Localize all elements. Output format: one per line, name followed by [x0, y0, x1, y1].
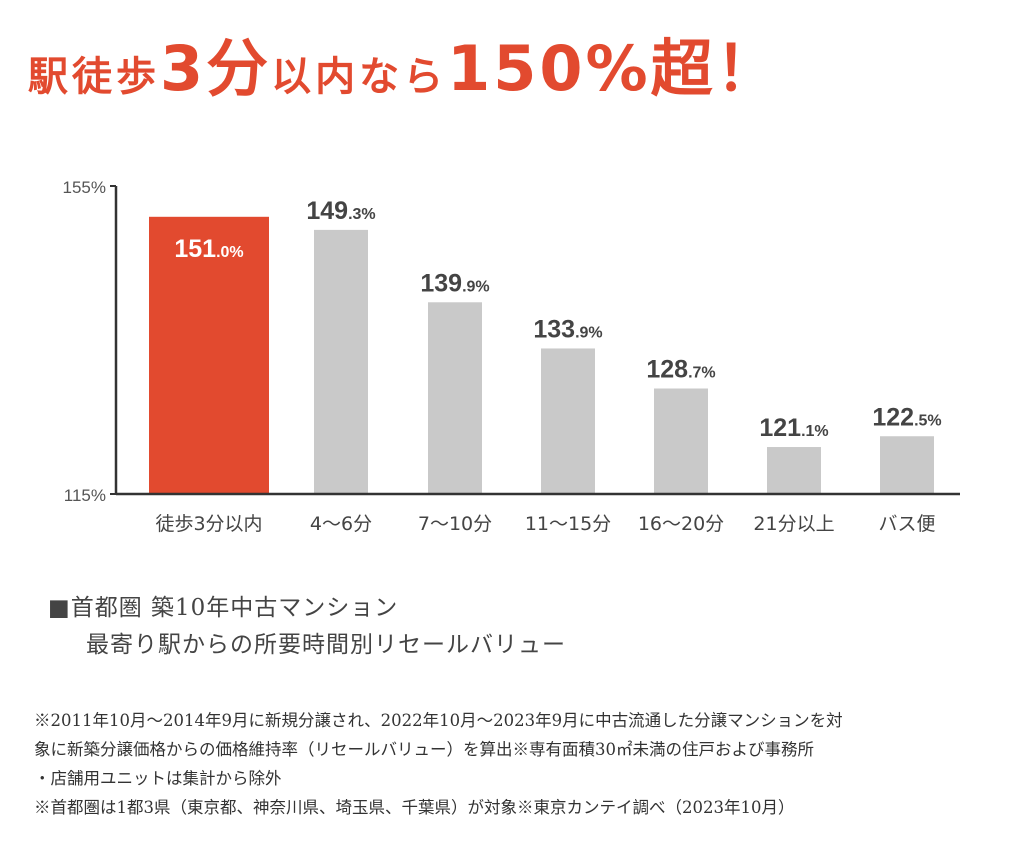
- footnote-line: ※2011年10月〜2014年9月に新規分譲され、2022年10月〜2023年9…: [34, 711, 843, 730]
- value-label-2: 149.3%: [306, 197, 375, 225]
- chart-caption: ■首都圏 築10年中古マンション 最寄り駅からの所要時間別リセールバリュー: [48, 590, 566, 664]
- bar-5: [654, 388, 708, 494]
- value-label-4: 133.9%: [533, 315, 602, 343]
- category-label-5: 16〜20分: [638, 513, 724, 535]
- bar-7: [880, 436, 934, 494]
- y-tick-label-top: 155%: [63, 178, 106, 197]
- footnote-line: ・店舗用ユニットは集計から除外: [34, 769, 282, 788]
- caption-line1: ■首都圏 築10年中古マンション: [48, 595, 399, 621]
- footnotes: ※2011年10月〜2014年9月に新規分譲され、2022年10月〜2023年9…: [34, 706, 1009, 822]
- y-tick-label-bottom: 115%: [64, 486, 106, 505]
- category-label-7: バス便: [878, 513, 935, 535]
- value-label-5: 128.7%: [646, 356, 715, 384]
- value-label-7: 122.5%: [872, 403, 941, 431]
- caption-line2: 最寄り駅からの所要時間別リセールバリュー: [86, 631, 566, 658]
- category-label-3: 7〜10分: [418, 513, 492, 535]
- category-label-4: 11〜15分: [525, 513, 611, 535]
- category-label-2: 4〜6分: [310, 513, 372, 535]
- category-label-6: 21分以上: [753, 513, 834, 535]
- bar-6: [767, 447, 821, 494]
- headline-part3: 以内なら: [271, 54, 448, 100]
- headline-part4: 150%超！: [447, 32, 781, 105]
- value-label-1: 151.0%: [174, 235, 243, 263]
- bar-4: [541, 348, 595, 494]
- bar-2: [314, 229, 368, 494]
- footnote-line: 象に新築分譲価格からの価格維持率（リセールバリュー）を算出※専有面積30㎡未満の…: [34, 740, 814, 759]
- headline-part2: 3分: [160, 32, 272, 105]
- footnote-line: ※首都圏は1都3県（東京都、神奈川県、埼玉県、千葉県）が対象※東京カンテイ調べ（…: [34, 798, 795, 817]
- value-label-3: 139.9%: [420, 269, 489, 297]
- bar-1: [149, 216, 269, 495]
- category-label-1: 徒歩3分以内: [155, 513, 262, 535]
- bar-3: [428, 302, 482, 494]
- resale-value-bar-chart: 155% 115% 151.0% 徒歩3分以内 149.3% 4〜6分 139.9% 7〜…: [63, 178, 960, 535]
- value-label-6: 121.1%: [759, 414, 828, 442]
- headline-part1: 駅徒歩: [28, 54, 160, 100]
- headline: 駅徒歩3分以内なら150%超！: [28, 38, 781, 100]
